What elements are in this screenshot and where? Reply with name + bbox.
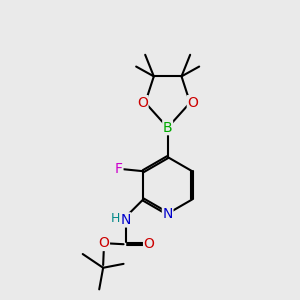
Text: O: O [144, 237, 154, 251]
Text: O: O [188, 96, 198, 110]
Text: O: O [98, 236, 110, 250]
Text: F: F [115, 162, 123, 176]
Text: H: H [111, 212, 120, 225]
Text: N: N [163, 207, 173, 220]
Text: O: O [137, 96, 148, 110]
Text: B: B [163, 121, 172, 135]
Text: N: N [120, 213, 131, 227]
